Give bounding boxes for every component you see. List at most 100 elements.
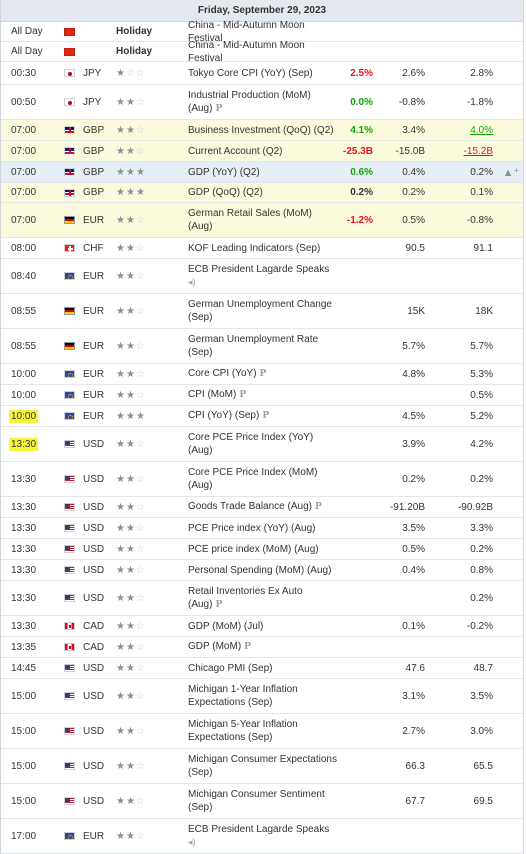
event-name-cell[interactable]: German Unemployment Rate (Sep) — [188, 329, 338, 363]
event-name-cell[interactable]: Michigan 5-Year Inflation Expectations (… — [188, 714, 338, 748]
event-name[interactable]: ECB President Lagarde Speaks ◂) — [188, 264, 330, 287]
event-name[interactable]: GDP (YoY) (Q2) — [188, 166, 260, 178]
table-row[interactable]: 07:00 EUR ★ ★ ☆ German Retail Sales (MoM) (Au… — [1, 203, 523, 238]
table-row[interactable]: 13:30 USD ★ ★ ☆ PCE Price index (YoY) (Aug) 3.… — [1, 518, 523, 539]
event-name[interactable]: Michigan Consumer Sentiment (Sep) — [188, 789, 325, 813]
event-name[interactable]: China - Mid-Autumn Moon Festival — [188, 19, 305, 44]
table-row[interactable]: 10:00 EUR ★ ★ ☆ CPI (MoM) P 0.5% — [1, 385, 523, 406]
table-row[interactable]: 00:30 JPY ★ ☆ ☆ Tokyo Core CPI (YoY) (Sep) 2.5… — [1, 62, 523, 85]
event-name[interactable]: Business Investment (QoQ) (Q2) — [188, 124, 334, 136]
event-name-cell[interactable]: KOF Leading Indicators (Sep) — [188, 238, 338, 258]
event-name-cell[interactable]: Goods Trade Balance (Aug) P — [188, 497, 338, 517]
table-row[interactable]: 08:55 EUR ★ ★ ☆ German Unemployment Rate (Sep… — [1, 329, 523, 364]
event-name-cell[interactable]: Michigan Consumer Sentiment (Sep) — [188, 784, 338, 818]
event-name-cell[interactable]: PCE price index (MoM) (Aug) — [188, 539, 338, 559]
table-row[interactable]: 13:30 CAD ★ ★ ☆ GDP (MoM) (Jul) 0.1% -0.2% — [1, 616, 523, 637]
event-name[interactable]: Goods Trade Balance (Aug) P — [188, 501, 322, 512]
table-row[interactable]: 13:30 USD ★ ★ ☆ Core PCE Price Index (YoY) (A… — [1, 427, 523, 462]
event-name-cell[interactable]: GDP (YoY) (Q2) — [188, 162, 338, 182]
previous-value-text: -1.8% — [466, 96, 493, 108]
table-row[interactable]: 13:30 USD ★ ★ ☆ Goods Trade Balance (Aug) P -91… — [1, 497, 523, 518]
table-row[interactable]: 07:00 GBP ★ ★ ☆ Business Investment (QoQ) (Q2… — [1, 120, 523, 141]
table-row[interactable]: 15:00 USD ★ ★ ☆ Michigan Consumer Sentiment (… — [1, 784, 523, 819]
event-name[interactable]: Personal Spending (MoM) (Aug) — [188, 564, 332, 576]
star-icon: ★ — [116, 795, 126, 807]
event-name[interactable]: Retail Inventories Ex Auto (Aug) P — [188, 585, 303, 610]
event-name[interactable]: ECB President Lagarde Speaks ◂) — [188, 824, 330, 847]
event-name-cell[interactable]: Retail Inventories Ex Auto (Aug) P — [188, 581, 338, 615]
event-name-cell[interactable]: Tokyo Core CPI (YoY) (Sep) — [188, 62, 338, 84]
event-name-cell[interactable]: Core PCE Price Index (YoY) (Aug) — [188, 427, 338, 461]
event-name-cell[interactable]: CPI (YoY) (Sep) P — [188, 406, 338, 426]
event-name[interactable]: Chicago PMI (Sep) — [188, 662, 273, 674]
table-row[interactable]: 10:00 EUR ★ ★ ☆ Core CPI (YoY) P 4.8% 5.3% — [1, 364, 523, 385]
table-row[interactable]: All Day Holiday China - Mid-Autumn Moon Fe… — [1, 40, 523, 64]
event-name-cell[interactable]: Industrial Production (MoM) (Aug) P — [188, 85, 338, 119]
event-name[interactable]: Core PCE Price Index (MoM) (Aug) — [188, 467, 318, 491]
table-row[interactable]: 07:00 GBP ★ ★ ★ GDP (QoQ) (Q2) 0.2% 0.2% 0.1% — [1, 183, 523, 203]
event-name-cell[interactable]: Core CPI (YoY) P — [188, 364, 338, 384]
table-row[interactable]: 13:30 USD ★ ★ ☆ Personal Spending (MoM) (Aug)… — [1, 560, 523, 581]
table-row[interactable]: 13:35 CAD ★ ★ ☆ GDP (MoM) P — [1, 637, 523, 658]
previous-value-text: 3.0% — [470, 725, 493, 737]
event-name[interactable]: CPI (MoM) P — [188, 389, 247, 400]
alert-cell[interactable]: ▲⁺ — [501, 162, 521, 182]
table-row[interactable]: 08:55 EUR ★ ★ ☆ German Unemployment Change (S… — [1, 294, 523, 329]
event-name-cell[interactable]: Michigan 1-Year Inflation Expectations (… — [188, 679, 338, 713]
bell-plus-icon[interactable]: ▲⁺ — [502, 166, 520, 179]
event-name[interactable]: KOF Leading Indicators (Sep) — [188, 242, 321, 254]
table-row[interactable]: All Day Holiday China - Mid-Autumn Moon Fe… — [1, 20, 523, 44]
event-name-cell[interactable]: Business Investment (QoQ) (Q2) — [188, 120, 338, 140]
table-row[interactable]: 00:50 JPY ★ ★ ☆ Industrial Production (MoM) (… — [1, 85, 523, 120]
event-name[interactable]: PCE Price index (YoY) (Aug) — [188, 522, 316, 534]
event-name[interactable]: Industrial Production (MoM) (Aug) P — [188, 89, 311, 114]
table-row[interactable]: 14:45 USD ★ ★ ☆ Chicago PMI (Sep) 47.6 48.7 — [1, 658, 523, 679]
event-name[interactable]: Tokyo Core CPI (YoY) (Sep) — [188, 67, 313, 79]
event-name[interactable]: Michigan Consumer Expectations (Sep) — [188, 754, 337, 778]
event-name-cell[interactable]: GDP (MoM) (Jul) — [188, 616, 338, 636]
event-name[interactable]: GDP (MoM) P — [188, 641, 251, 652]
event-name-cell[interactable]: China - Mid-Autumn Moon Festival — [188, 40, 338, 64]
table-row[interactable]: 15:00 USD ★ ★ ☆ Michigan 1-Year Inflation Exp… — [1, 679, 523, 714]
star-icon: ☆ — [135, 795, 146, 807]
table-row[interactable]: 07:00 GBP ★ ★ ☆ Current Account (Q2) -25.3B -15… — [1, 141, 523, 162]
table-row[interactable]: 10:00 EUR ★ ★ ★ CPI (YoY) (Sep) P 4.5% 5.2% — [1, 406, 523, 427]
event-name-cell[interactable]: Current Account (Q2) — [188, 141, 338, 161]
event-name[interactable]: Current Account (Q2) — [188, 145, 283, 157]
event-name[interactable]: Core CPI (YoY) P — [188, 368, 267, 379]
event-name[interactable]: Core PCE Price Index (YoY) (Aug) — [188, 432, 314, 456]
event-name[interactable]: Michigan 5-Year Inflation Expectations (… — [188, 719, 298, 743]
event-name[interactable]: Michigan 1-Year Inflation Expectations (… — [188, 684, 298, 708]
event-name-cell[interactable]: Michigan Consumer Expectations (Sep) — [188, 749, 338, 783]
table-row[interactable]: 08:00 CHF ★ ★ ☆ KOF Leading Indicators (Sep) 9… — [1, 238, 523, 259]
table-row[interactable]: 17:00 EUR ★ ★ ☆ ECB President Lagarde Speaks ◂… — [1, 819, 523, 854]
event-name-cell[interactable]: German Retail Sales (MoM) (Aug) — [188, 203, 338, 237]
event-name[interactable]: German Retail Sales (MoM) (Aug) — [188, 208, 312, 232]
table-row[interactable]: 13:30 USD ★ ★ ☆ Core PCE Price Index (MoM) (A… — [1, 462, 523, 497]
event-name[interactable]: GDP (MoM) (Jul) — [188, 620, 264, 632]
event-name-cell[interactable]: PCE Price index (YoY) (Aug) — [188, 518, 338, 538]
event-name[interactable]: German Unemployment Change (Sep) — [188, 299, 332, 323]
table-row[interactable]: 13:30 USD ★ ★ ☆ Retail Inventories Ex Auto (A… — [1, 581, 523, 616]
table-row[interactable]: 15:00 USD ★ ★ ☆ Michigan 5-Year Inflation Exp… — [1, 714, 523, 749]
event-name-cell[interactable]: ECB President Lagarde Speaks ◂) — [188, 819, 338, 853]
table-row[interactable]: 08:40 EUR ★ ★ ☆ ECB President Lagarde Speaks ◂… — [1, 259, 523, 294]
event-name-cell[interactable]: ECB President Lagarde Speaks ◂) — [188, 259, 338, 293]
event-name-cell[interactable]: German Unemployment Change (Sep) — [188, 294, 338, 328]
table-row[interactable]: 15:00 USD ★ ★ ☆ Michigan Consumer Expectation… — [1, 749, 523, 784]
flag-cell — [64, 581, 78, 615]
event-name[interactable]: German Unemployment Rate (Sep) — [188, 334, 319, 358]
event-name-cell[interactable]: China - Mid-Autumn Moon Festival — [188, 20, 338, 44]
table-row[interactable]: 13:30 USD ★ ★ ☆ PCE price index (MoM) (Aug) 0.… — [1, 539, 523, 560]
event-name-cell[interactable]: Chicago PMI (Sep) — [188, 658, 338, 678]
event-name-cell[interactable]: CPI (MoM) P — [188, 385, 338, 405]
event-name[interactable]: CPI (YoY) (Sep) P — [188, 410, 270, 421]
table-row[interactable]: 07:00 GBP ★ ★ ★ GDP (YoY) (Q2) 0.6% 0.4% 0.2% ▲⁺ — [1, 162, 523, 183]
event-name-cell[interactable]: Personal Spending (MoM) (Aug) — [188, 560, 338, 580]
event-name-cell[interactable]: Core PCE Price Index (MoM) (Aug) — [188, 462, 338, 496]
event-name[interactable]: PCE price index (MoM) (Aug) — [188, 543, 319, 555]
event-name[interactable]: GDP (QoQ) (Q2) — [188, 187, 263, 198]
event-name-cell[interactable]: GDP (QoQ) (Q2) — [188, 183, 338, 202]
event-name[interactable]: China - Mid-Autumn Moon Festival — [188, 39, 305, 64]
event-name-cell[interactable]: GDP (MoM) P — [188, 637, 338, 657]
